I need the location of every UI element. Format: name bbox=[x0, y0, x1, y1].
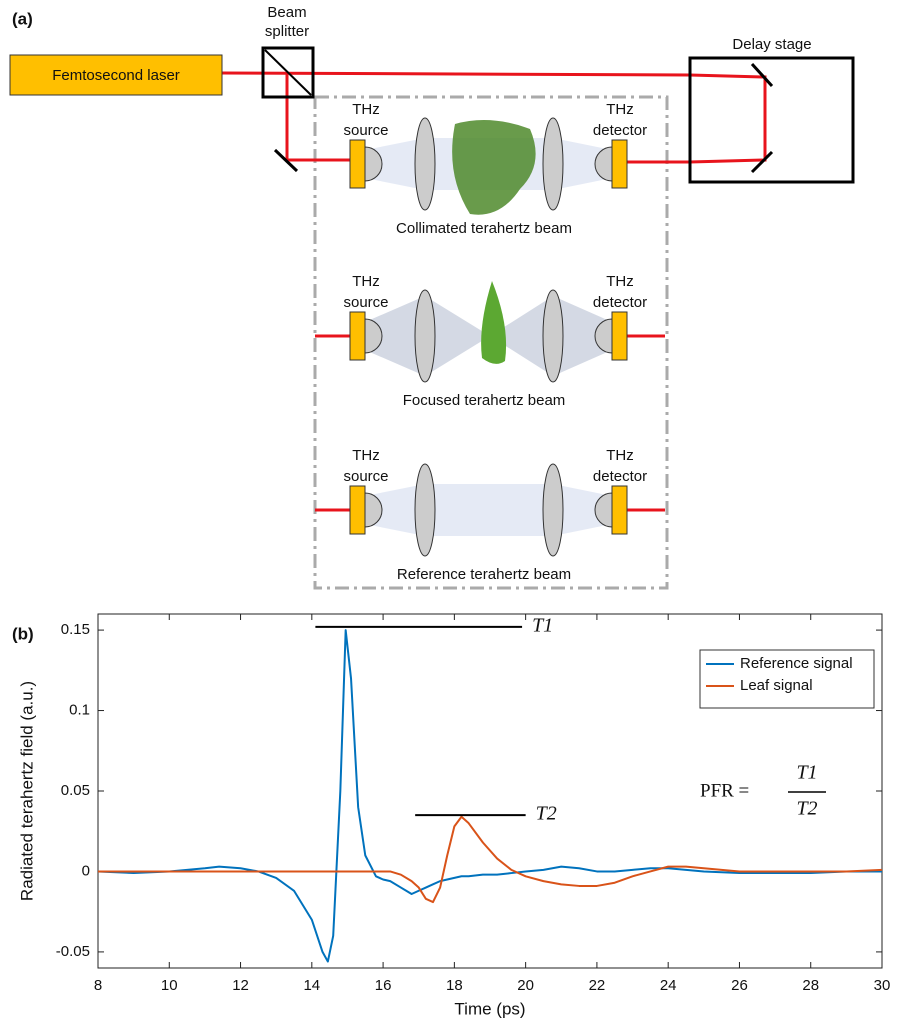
laser-path bbox=[285, 73, 350, 162]
panel-caption: Collimated terahertz beam bbox=[396, 220, 572, 237]
x-tick-label: 30 bbox=[874, 977, 891, 994]
x-tick-label: 28 bbox=[802, 977, 819, 994]
detector-label: THz bbox=[606, 447, 634, 464]
laser-path bbox=[689, 73, 767, 164]
optics-panels: THz source THz detector Collimated terahertz… bbox=[315, 101, 665, 583]
x-tick-label: 24 bbox=[660, 977, 677, 994]
detector bbox=[611, 485, 628, 535]
x-tick-label: 8 bbox=[94, 977, 102, 994]
x-axis-label: Time (ps) bbox=[454, 999, 525, 1018]
mirror bbox=[750, 150, 774, 174]
thz-beam bbox=[365, 484, 612, 536]
x-tick-label: 26 bbox=[731, 977, 748, 994]
leaf bbox=[452, 120, 536, 215]
detector-label: detector bbox=[593, 468, 647, 485]
x-tick-label: 22 bbox=[589, 977, 606, 994]
delay-stage bbox=[688, 56, 855, 184]
source-emitter bbox=[364, 492, 383, 528]
x-tick-label: 16 bbox=[375, 977, 392, 994]
detector-label: detector bbox=[593, 294, 647, 311]
source-emitter bbox=[364, 146, 383, 182]
legend-box bbox=[699, 649, 875, 709]
mirror bbox=[750, 62, 774, 88]
lens bbox=[414, 289, 436, 383]
x-tick-label: 10 bbox=[161, 977, 178, 994]
x-tick-label: 20 bbox=[517, 977, 534, 994]
lens bbox=[414, 463, 436, 557]
source bbox=[349, 139, 366, 189]
legend-label: Reference signal bbox=[740, 655, 853, 672]
y-tick-label: 0.05 bbox=[61, 782, 90, 799]
source-label: source bbox=[343, 468, 388, 485]
detector bbox=[611, 139, 628, 189]
lens bbox=[542, 463, 564, 557]
source-label: source bbox=[343, 122, 388, 139]
x-tick-label: 12 bbox=[232, 977, 249, 994]
detector bbox=[611, 311, 628, 361]
source-emitter bbox=[364, 318, 383, 354]
lens bbox=[414, 117, 436, 211]
detector-receiver bbox=[594, 318, 613, 354]
lens bbox=[542, 289, 564, 383]
formula-numerator: T1 bbox=[796, 762, 817, 784]
y-axis-label: Radiated terahertz field (a.u.) bbox=[17, 681, 36, 901]
enclosure bbox=[313, 95, 669, 590]
detector-label: detector bbox=[593, 122, 647, 139]
y-tick-label: 0.15 bbox=[61, 621, 90, 638]
series-line bbox=[97, 629, 882, 963]
beam-splitter-diagonal bbox=[264, 49, 312, 96]
beam-splitter bbox=[261, 46, 315, 99]
laser-box bbox=[9, 54, 223, 96]
delay-stage-label: Delay stage bbox=[732, 36, 811, 53]
lens bbox=[542, 117, 564, 211]
formula-lhs: PFR = bbox=[700, 780, 749, 801]
diagram: Femtosecond laser Beam splitter Delay st… bbox=[9, 4, 855, 590]
panel-caption: Focused terahertz beam bbox=[403, 392, 566, 409]
detector-label: THz bbox=[606, 273, 634, 290]
beam-splitter-label: Beam bbox=[267, 4, 306, 21]
source-label: THz bbox=[352, 101, 380, 118]
laser-path bbox=[221, 71, 691, 77]
source-label: source bbox=[343, 294, 388, 311]
source-label: THz bbox=[352, 447, 380, 464]
y-tick-label: 0.1 bbox=[69, 702, 90, 719]
y-tick-label: -0.05 bbox=[56, 943, 90, 960]
panel-label: (b) bbox=[12, 624, 34, 643]
leaf bbox=[481, 281, 507, 364]
mirror bbox=[273, 148, 299, 173]
legend-label: Leaf signal bbox=[740, 677, 813, 694]
x-tick-label: 14 bbox=[303, 977, 320, 994]
beam-splitter-label: splitter bbox=[265, 23, 309, 40]
series-line bbox=[98, 815, 883, 904]
laser-label: Femtosecond laser bbox=[52, 67, 180, 84]
detector-receiver bbox=[594, 492, 613, 528]
y-tick-label: 0 bbox=[82, 862, 90, 879]
source bbox=[349, 311, 366, 361]
detector-label: THz bbox=[606, 101, 634, 118]
panel-label: (a) bbox=[12, 9, 33, 28]
annotation-label: T2 bbox=[536, 803, 557, 825]
panel-caption: Reference terahertz beam bbox=[397, 566, 571, 583]
chart: 8 10 12 14 16 18 20 22 24 26 28 30 -0.05 0 0.05 0.1 0.15… bbox=[17, 613, 891, 1018]
x-tick-label: 18 bbox=[446, 977, 463, 994]
annotation-label: T1 bbox=[532, 614, 553, 636]
source-label: THz bbox=[352, 273, 380, 290]
source bbox=[349, 485, 366, 535]
detector-receiver bbox=[594, 146, 613, 182]
formula-denominator: T2 bbox=[796, 798, 817, 820]
